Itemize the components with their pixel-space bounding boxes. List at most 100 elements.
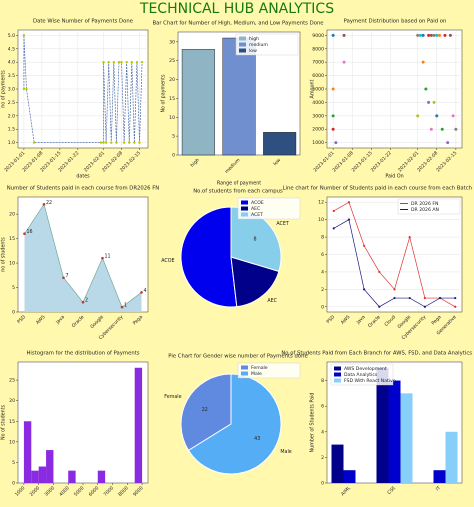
- y-tick-label: 1.5: [8, 127, 15, 133]
- y-tick-label: 4.5: [8, 46, 15, 52]
- data-label: 11: [105, 254, 111, 260]
- y-tick-label: 6000: [312, 73, 324, 79]
- line-marker: [140, 291, 143, 294]
- x-tick-label: Pega: [430, 314, 442, 326]
- x-tick-label: AIML: [340, 485, 352, 497]
- x-tick-label: CSE: [386, 485, 397, 496]
- line-marker: [454, 296, 457, 300]
- pie-value: 22: [202, 407, 208, 413]
- y-tick-label: 2: [321, 287, 324, 293]
- y-tick-label: 0: [12, 310, 15, 316]
- scatter-point: [427, 100, 431, 104]
- scatter-point: [331, 127, 335, 131]
- scatter-point: [438, 33, 441, 37]
- line-marker: [140, 60, 144, 64]
- legend-label: Data Analytics: [344, 372, 378, 378]
- legend-swatch: [241, 212, 248, 217]
- scatter-point: [432, 100, 436, 104]
- line-marker: [81, 300, 85, 304]
- scatter-point: [429, 127, 433, 131]
- x-tick-label: 2000: [29, 485, 42, 498]
- line-marker: [138, 141, 141, 144]
- y-tick-label: 2: [321, 455, 324, 461]
- data-label: 2: [85, 298, 88, 304]
- x-axis-label: Paid On: [385, 174, 403, 180]
- line-marker: [130, 60, 134, 64]
- line-marker: [393, 288, 396, 291]
- scatter-point: [448, 33, 452, 37]
- x-tick-label: 2023-01-22: [370, 150, 393, 173]
- line-marker: [23, 232, 26, 236]
- scatter-point: [331, 114, 335, 118]
- scatter-point: [421, 33, 425, 37]
- scatter-point: [424, 87, 428, 91]
- x-tick-label: 3000: [43, 485, 56, 498]
- legend-swatch: [241, 200, 248, 205]
- legend-label: ACET: [251, 212, 263, 218]
- line-marker: [22, 87, 26, 91]
- x-tick-label: AWS: [35, 314, 47, 326]
- line-marker: [128, 141, 131, 144]
- y-axis-label: Amount: [310, 79, 316, 98]
- legend-label: ACOE: [251, 200, 264, 206]
- y-tick-label: 5: [172, 134, 175, 140]
- y-tick-label: 8000: [312, 46, 324, 52]
- line-marker: [117, 60, 121, 64]
- dashboard-title: TECHNICAL HUB ANALYTICS: [139, 1, 334, 17]
- legend-swatch: [241, 206, 248, 211]
- legend-label: FSD With React Native: [344, 378, 396, 384]
- histogram-bar: [46, 450, 54, 483]
- y-tick-label: 10: [169, 115, 175, 121]
- y-tick-label: 9000: [312, 33, 324, 39]
- x-tick-label: 9000: [132, 485, 145, 498]
- chart-title: No.of students from each campus: [193, 189, 283, 195]
- line-marker: [102, 141, 105, 144]
- legend-box: [397, 198, 461, 215]
- legend-swatch: [334, 366, 341, 371]
- legend-swatch: [334, 378, 341, 383]
- y-tick-label: 5.0: [8, 33, 15, 39]
- bar: [433, 470, 446, 483]
- y-tick-label: 1.0: [8, 140, 15, 146]
- legend-label: low: [249, 48, 257, 54]
- scatter-point: [334, 141, 338, 145]
- line-marker: [393, 296, 396, 300]
- bar: [376, 367, 389, 483]
- y-tick-label: 3000: [312, 113, 324, 119]
- line-marker: [101, 256, 104, 260]
- line-marker: [438, 296, 442, 300]
- y-tick-label: 6: [321, 252, 324, 258]
- line-marker: [120, 60, 123, 64]
- scatter-point: [446, 141, 450, 145]
- y-axis-label: No of students: [1, 404, 7, 440]
- legend-swatch: [239, 36, 246, 41]
- y-tick-label: 2000: [312, 127, 324, 133]
- pie-label: Female: [164, 394, 181, 400]
- histogram-bar: [23, 421, 32, 483]
- y-tick-label: 20: [169, 77, 175, 83]
- legend-label: DR 2026 FN: [411, 201, 438, 207]
- x-tick-label: AWS: [340, 314, 352, 326]
- scatter-point: [454, 127, 458, 131]
- line-marker: [363, 244, 366, 247]
- line-marker: [110, 141, 113, 144]
- data-label: 7: [66, 273, 69, 279]
- line-marker: [363, 288, 366, 291]
- y-tick-label: 5000: [312, 87, 324, 93]
- bar: [445, 431, 458, 483]
- histogram-bar: [31, 470, 39, 483]
- y-tick-label: 25: [169, 58, 175, 64]
- y-tick-label: 12: [318, 200, 324, 206]
- x-tick-label: Cloud: [383, 314, 397, 328]
- line: [23, 35, 143, 143]
- chart-title: Histogram for the distribution of Paymen…: [26, 351, 139, 357]
- area: [24, 204, 142, 312]
- chart-title: Number of Students paid in each course f…: [7, 186, 160, 192]
- pie-label: ACOE: [161, 258, 174, 264]
- data-label: 22: [46, 200, 52, 206]
- y-tick-label: 4: [321, 269, 324, 275]
- x-tick-label: Google: [89, 314, 105, 330]
- y-tick-label: 5: [12, 285, 15, 291]
- y-tick-label: 5: [12, 460, 15, 466]
